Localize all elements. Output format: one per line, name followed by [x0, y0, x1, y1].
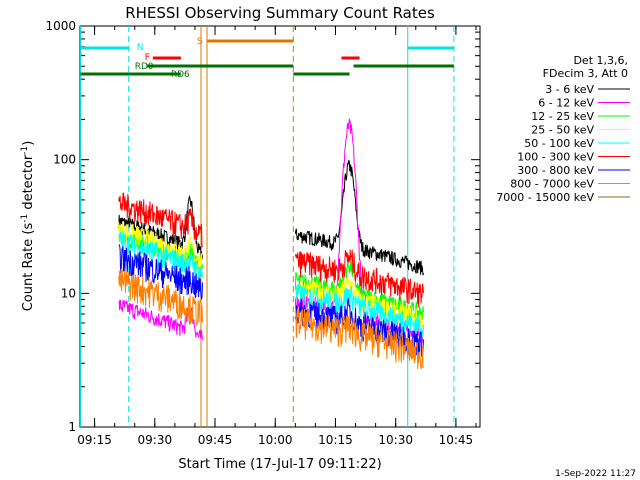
flag-label-n: N — [137, 43, 144, 53]
legend-label: 100 - 300 keV — [517, 151, 594, 164]
x-axis-ticks: 09:15 09:30 09:45 10:00 10:15 10:30 10:45 — [77, 26, 477, 447]
y-axis-ticks: 1 10 100 1000 — [45, 19, 480, 434]
series-line-8 — [294, 308, 424, 370]
x-tick-label: 09:30 — [138, 433, 173, 447]
series-line-4 — [118, 221, 203, 270]
x-tick-label: 10:30 — [378, 433, 413, 447]
y-axis-label: Count Rate (s-1 detector-1) — [20, 141, 36, 312]
x-tick-label: 10:00 — [258, 433, 293, 447]
x-tick-label: 09:45 — [198, 433, 233, 447]
series-line-5 — [294, 283, 424, 339]
flag-label-rd0: RD0 — [135, 62, 154, 72]
legend-label: 3 - 6 keV — [545, 83, 594, 96]
x-axis-label: Start Time (17-Jul-17 09:11:22) — [178, 457, 381, 472]
legend-label: 50 - 100 keV — [524, 137, 594, 150]
legend-label: 800 - 7000 keV — [510, 178, 594, 191]
x-tick-label: 09:15 — [77, 433, 112, 447]
legend-header-1: Det 1,3,6, — [573, 54, 628, 67]
y-tick-label: 1 — [68, 420, 76, 434]
legend-label: 25 - 50 keV — [531, 124, 594, 137]
flag-label-f: F — [145, 53, 150, 63]
series-line-1 — [294, 159, 424, 276]
y-tick-label: 100 — [53, 153, 76, 167]
observing-flags: NF S RD0 RD6 — [80, 37, 454, 80]
x-tick-label: 10:15 — [318, 433, 353, 447]
series-lines — [118, 118, 424, 370]
series-line-5 — [118, 231, 203, 283]
series-line-8 — [118, 268, 203, 327]
x-tick-label: 10:45 — [439, 433, 474, 447]
legend-header-2: FDecim 3, Att 0 — [543, 67, 628, 80]
flag-label-s: S — [197, 37, 203, 47]
legend-label: 300 - 800 keV — [517, 164, 594, 177]
legend-label: 7000 - 15000 keV — [496, 191, 594, 204]
series-line-6 — [294, 249, 424, 308]
y-tick-label: 10 — [61, 286, 76, 300]
series-line-7 — [118, 244, 203, 301]
flag-label-rd6: RD6 — [171, 70, 190, 80]
chart-title: RHESSI Observing Summary Count Rates — [125, 4, 435, 22]
legend-label: 12 - 25 keV — [531, 110, 594, 123]
series-line-6 — [118, 192, 203, 248]
y-tick-label: 1000 — [45, 19, 76, 33]
plot-frame — [79, 25, 481, 428]
timestamp-label: 1-Sep-2022 11:27 — [555, 469, 636, 479]
legend-label: 6 - 12 keV — [538, 97, 594, 110]
